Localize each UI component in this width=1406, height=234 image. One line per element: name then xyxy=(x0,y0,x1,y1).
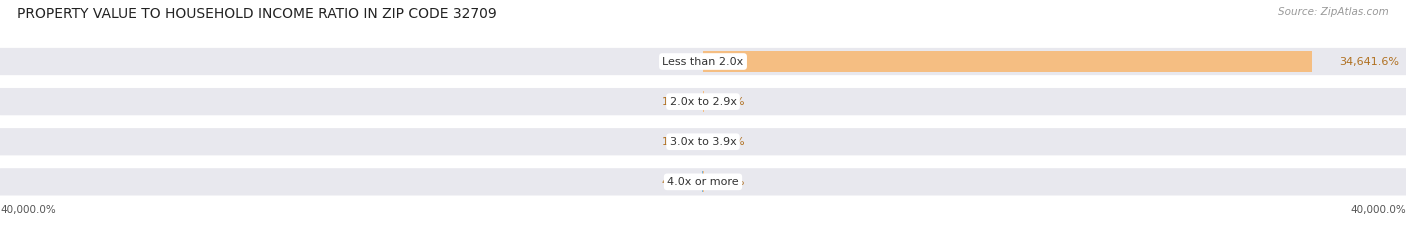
Text: 6.3%: 6.3% xyxy=(669,56,697,66)
Text: 4.0x or more: 4.0x or more xyxy=(668,177,738,187)
Text: Source: ZipAtlas.com: Source: ZipAtlas.com xyxy=(1278,7,1389,17)
Text: 32.9%: 32.9% xyxy=(709,97,745,107)
FancyBboxPatch shape xyxy=(0,128,1406,155)
Text: Less than 2.0x: Less than 2.0x xyxy=(662,56,744,66)
Text: 40,000.0%: 40,000.0% xyxy=(0,205,56,215)
Text: 31.7%: 31.7% xyxy=(709,177,745,187)
FancyBboxPatch shape xyxy=(0,168,1406,195)
Bar xyxy=(703,51,1312,72)
Text: 34,641.6%: 34,641.6% xyxy=(1339,56,1399,66)
Text: 22.8%: 22.8% xyxy=(709,137,745,147)
Text: 19.0%: 19.0% xyxy=(662,137,697,147)
FancyBboxPatch shape xyxy=(0,48,1406,75)
Text: 3.0x to 3.9x: 3.0x to 3.9x xyxy=(669,137,737,147)
Text: 2.0x to 2.9x: 2.0x to 2.9x xyxy=(669,97,737,107)
Text: 13.7%: 13.7% xyxy=(662,97,697,107)
Text: PROPERTY VALUE TO HOUSEHOLD INCOME RATIO IN ZIP CODE 32709: PROPERTY VALUE TO HOUSEHOLD INCOME RATIO… xyxy=(17,7,496,21)
Text: 43.2%: 43.2% xyxy=(661,177,696,187)
FancyBboxPatch shape xyxy=(0,88,1406,115)
Text: 40,000.0%: 40,000.0% xyxy=(1350,205,1406,215)
